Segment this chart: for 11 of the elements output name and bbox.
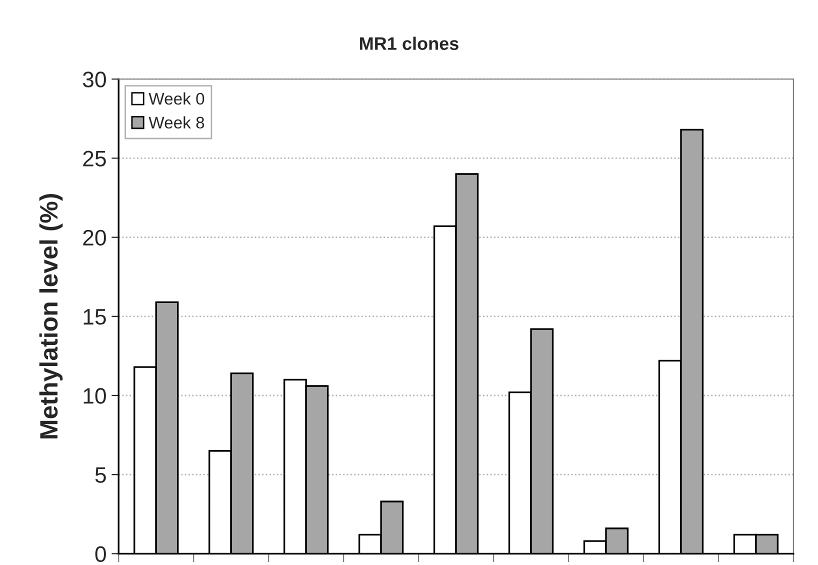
y-tick-label: 20 xyxy=(83,230,106,246)
y-tick-label: 30 xyxy=(82,72,106,88)
legend-label: Week 0 xyxy=(148,92,204,105)
legend-label: Week 8 xyxy=(148,116,204,129)
chart-title: MR1 clones xyxy=(360,36,458,50)
y-axis-title: Methylation level (%) xyxy=(39,194,63,438)
y-tick-label: 10 xyxy=(84,388,106,404)
y-tick-label: 25 xyxy=(83,150,106,166)
y-tick-label: 15 xyxy=(84,309,106,325)
y-tick-label: 0 xyxy=(95,546,106,562)
y-tick-label: 5 xyxy=(95,467,106,483)
